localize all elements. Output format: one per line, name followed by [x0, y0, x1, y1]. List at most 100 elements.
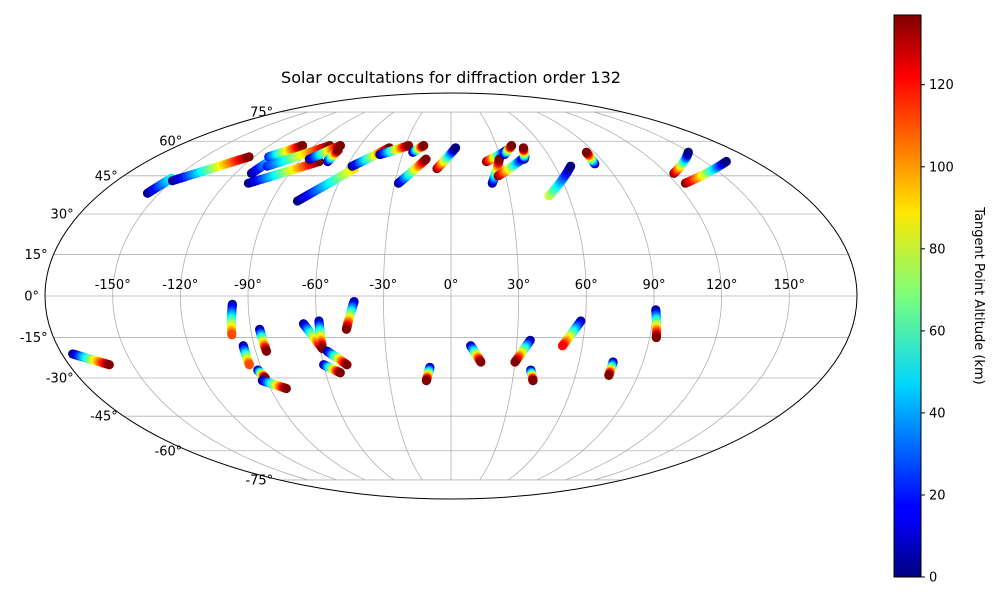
occultation-track	[432, 143, 461, 174]
x-tick-label: 30°	[507, 278, 530, 293]
occultation-track	[557, 316, 586, 351]
colorbar-label: Tangent Point Altitude (km)	[971, 206, 986, 384]
track-point	[518, 143, 529, 153]
track-point	[335, 368, 345, 378]
track-point	[244, 152, 254, 162]
track-point	[683, 147, 693, 157]
track-point	[651, 332, 661, 343]
track-point	[451, 143, 461, 153]
y-tick-label: 75°	[250, 106, 273, 121]
occultation-tracks	[68, 140, 731, 394]
colorbar-tick-label: 0	[929, 571, 937, 586]
track-point	[261, 346, 272, 356]
occultation-track	[393, 154, 431, 188]
y-tick-label: -75°	[245, 473, 273, 488]
track-point	[104, 360, 114, 370]
track-point	[557, 341, 568, 351]
colorbar-ticks: 0 20 40 60 80 100 120	[921, 78, 954, 586]
occultation-track	[651, 305, 662, 343]
track-point	[333, 145, 343, 155]
y-tick-label: 45°	[95, 169, 118, 184]
grid-meridian	[179, 111, 337, 481]
grid-meridian	[594, 111, 790, 481]
track-point	[341, 324, 352, 334]
colorbar-gradient	[893, 14, 922, 578]
occultation-track	[526, 365, 538, 386]
colorbar-tick-label: 20	[929, 489, 946, 504]
grid-meridian	[112, 111, 308, 481]
occultation-track	[264, 140, 308, 162]
track-point	[403, 140, 414, 151]
occultation-track	[314, 316, 328, 354]
occultation-track	[581, 147, 600, 169]
colorbar-tick-label: 40	[929, 406, 946, 421]
occultation-track	[421, 362, 435, 386]
occultation-track	[499, 140, 517, 160]
track-point	[244, 360, 254, 370]
occultation-track	[604, 357, 618, 380]
y-tick-label: -15°	[20, 331, 48, 346]
y-tick-label: 15°	[25, 248, 48, 263]
x-tick-label: -60°	[302, 278, 330, 293]
x-tick-label: 0°	[444, 278, 459, 293]
y-tick-label: 60°	[159, 135, 182, 150]
track-point	[581, 147, 591, 157]
track-point	[506, 140, 517, 151]
colorbar-tick-label: 60	[929, 324, 946, 339]
occultation-track	[375, 140, 414, 160]
track-point	[281, 383, 291, 394]
occultation-track	[255, 324, 272, 356]
y-tick-label: 0°	[24, 290, 39, 305]
axis-tick-labels: -150° -120° -90° -60° -30° 0° 30° 60° 90° 120° 150…	[20, 106, 805, 489]
occultation-track	[238, 341, 254, 370]
y-tick-label: -45°	[90, 410, 118, 425]
occultation-track	[167, 152, 254, 186]
x-tick-label: -30°	[369, 278, 397, 293]
track-point	[227, 330, 237, 340]
track-point	[419, 140, 429, 151]
x-tick-label: 120°	[706, 278, 737, 293]
occultation-track	[323, 145, 343, 167]
x-tick-label: -90°	[234, 278, 262, 293]
x-tick-label: -150°	[95, 278, 131, 293]
occultation-track	[322, 346, 352, 370]
occultation-track	[544, 161, 576, 201]
colorbar-tick-label: 120	[929, 78, 954, 93]
x-tick-label: -120°	[162, 278, 198, 293]
track-point	[510, 357, 520, 367]
occultation-track	[510, 335, 535, 367]
occultation-track	[257, 376, 291, 394]
occultation-track	[68, 349, 114, 370]
track-point	[528, 376, 538, 386]
colorbar-tick-label: 80	[929, 242, 946, 257]
y-tick-label: -30°	[46, 372, 74, 387]
colorbar: 0 20 40 60 80 100 120 Tangent Point Altitude (…	[893, 14, 986, 586]
track-point	[342, 360, 352, 370]
occultation-track	[466, 341, 486, 367]
x-tick-label: 90°	[642, 278, 665, 293]
occultation-track	[319, 360, 345, 378]
occultation-track	[408, 140, 429, 157]
x-tick-label: 150°	[774, 278, 805, 293]
occultation-track	[518, 143, 529, 164]
track-point	[721, 156, 731, 167]
occultation-track	[680, 156, 731, 188]
y-tick-label: 30°	[51, 208, 74, 223]
track-point	[604, 370, 614, 380]
occultation-track	[226, 299, 237, 340]
map-boundary	[44, 92, 858, 500]
grid-meridian	[536, 111, 655, 481]
grid-meridian	[508, 111, 587, 481]
track-point	[476, 357, 486, 367]
track-point	[421, 376, 431, 386]
occultation-track	[669, 147, 693, 178]
y-tick-label: -60°	[155, 444, 183, 459]
chart-title: Solar occultations for diffraction order…	[281, 68, 621, 87]
track-point	[566, 161, 576, 171]
grid-meridian	[565, 111, 723, 481]
colorbar-tick-label: 100	[929, 160, 954, 175]
graticule-grid	[45, 111, 857, 481]
occultation-track	[341, 296, 359, 334]
x-tick-label: 60°	[575, 278, 598, 293]
